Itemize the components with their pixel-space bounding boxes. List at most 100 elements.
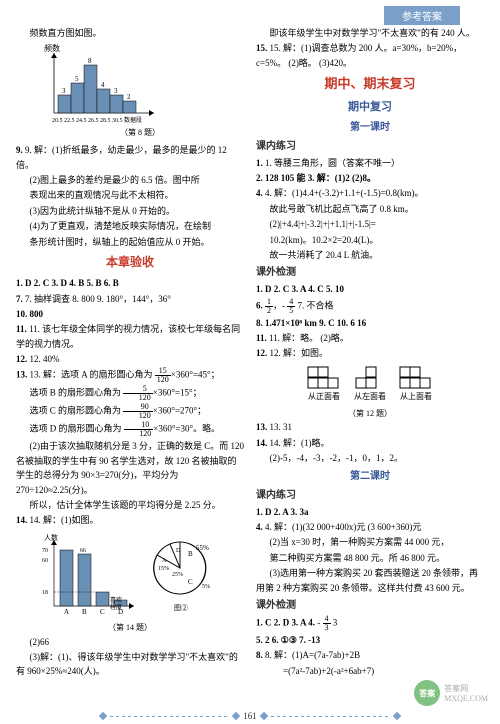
c3-1: 1. D 2. A 3. 3a (256, 505, 484, 519)
a13a: ×360°=45°； (171, 370, 220, 380)
c2-r4: 11. 11. 解：略。 (2)略。 (256, 331, 484, 345)
watermark-site-bot: MXQE.COM (444, 694, 488, 703)
chart-8: 频数 3 5 8 4 3 2 20.5 22.5 24.5 26.5 28.5 … (36, 43, 244, 140)
a15t: 15. 解：(1)调查总数为 200 人。a=30%，b=20%，c=5%。 (… (256, 43, 462, 67)
c214h: 14. 解：(1)略。 (270, 438, 330, 448)
c2-r1: 1. D 2. C 3. A 4. C 5. 10 (256, 282, 484, 296)
svg-text:5: 5 (75, 75, 79, 83)
svg-text:A: A (64, 608, 69, 616)
frac-5-120: 5120 (123, 385, 153, 402)
q12-top: 从上面看 (398, 365, 434, 404)
q14-figures: 人数 70 60 18 66 A B C D 喜欢 程度 图① (16, 532, 244, 618)
svg-text:3: 3 (62, 87, 66, 95)
frac-10-120: 10120 (124, 421, 154, 438)
svg-text:70: 70 (42, 548, 48, 554)
ans-1-6: 1. D 2. C 3. D 4. B 5. B 6. B (16, 276, 244, 290)
ans-13-a: 13. 13. 解：选项 A 的扇形圆心角为 15120×360°=45°； (16, 367, 244, 384)
a11-txt: 11. 该七年级全体同学的视力情况，该校七年级每名同学的视力情况。 (16, 324, 240, 348)
left-column: 频数直方图如图。 频数 3 5 8 4 3 2 20.5 22.5 (16, 26, 244, 680)
a13bp: 选项 B 的扇形圆心角为 (30, 388, 122, 398)
c1-4b: (2)|+4.4|+|-3.2|+|+1.1|+|-1.5|= (256, 217, 484, 231)
q12-left-svg (354, 365, 380, 391)
watermark-badge-icon: 答案 (414, 680, 440, 706)
c2-14h: 14. 14. 解：(1)略。 (256, 436, 484, 450)
lesson-1-title: 第一课时 (256, 120, 484, 136)
a12-txt: 12. 40% (30, 354, 60, 364)
c4-1: 1. C 2. D 3. A 4. - 43 3 (256, 615, 484, 632)
watermark: 答案 答案网 MXQE.COM (414, 680, 488, 706)
q9-head: 9. 9. 解：(1)折纸最多，幼走最少，最多的是最少的 12 倍。 (16, 143, 244, 172)
q12-front: 从正面看 (306, 365, 342, 404)
c1-4d: 故一共消耗了 20.4 L 航油。 (256, 248, 484, 262)
q9-l3: 表现出来的直观情况与此不太相符。 (16, 188, 244, 202)
chart-8-svg: 频数 3 5 8 4 3 2 20.5 22.5 24.5 26.5 28.5 … (36, 43, 156, 125)
q12-caption: （第 12 题） (256, 408, 484, 421)
c213t: 13. 31 (270, 422, 293, 432)
c1-2: 2. 128 105 能 3. 解：(1)2 (2)8。 (256, 171, 484, 185)
header-tag: 参考答案 (384, 6, 460, 25)
ans-14-3: (3)解：(1)、得该年级学生中对数学学习"不太喜欢"的有 960×25%≈24… (16, 650, 244, 679)
c2-r2: 6. 12，- 45 7. 不合格 (256, 298, 484, 315)
midterm-title: 期中、期末复习 (256, 74, 484, 95)
q14-caption: （第 14 题） (16, 622, 244, 635)
q14-pie-chart: B 55% A 15% C 25% D 5% 图② (146, 532, 222, 618)
ans-10: 10. 800 (16, 307, 244, 321)
ans-15: 15. 15. 解：(1)调查总数为 200 人。a=30%，b=20%，c=5… (256, 41, 484, 70)
out-class-2: 课外检测 (256, 598, 484, 614)
q12-left-label: 从左面看 (354, 391, 386, 404)
q9-l5: (4)为了更直观，清楚地反映实际情况，在绘制 (16, 219, 244, 233)
page-number: 161 (243, 711, 257, 721)
q9-text: 9. 解：(1)折纸最多，幼走最少，最多的是最少的 12 倍。 (16, 145, 227, 169)
diamond-icon (260, 712, 268, 720)
q9-l6: 条形统计图时，纵轴上的起始值应从 0 开始。 (16, 235, 244, 249)
c2r5t: 12. 解：如图。 (270, 348, 329, 358)
footer-line-right (271, 716, 390, 717)
q9-l2: (2)图上最多的差约是最少的 6.5 倍。图中所 (16, 173, 244, 187)
page-content: 频数直方图如图。 频数 3 5 8 4 3 2 20.5 22.5 (0, 0, 500, 700)
c1-4h: 4. 4. 解：(1)4.4+(-3.2)+1.1+(-1.5)=0.8(km)… (256, 186, 484, 200)
c3-4b: 第二种购买方案需 48 800 元。所 46 800 元。 (256, 551, 484, 565)
chart-8-caption: （第 8 题） (36, 127, 244, 140)
watermark-text: 答案网 MXQE.COM (444, 683, 488, 703)
ans-11: 11. 11. 该七年级全体同学的视力情况，该校七年级每名同学的视力情况。 (16, 322, 244, 351)
c4-8b: =(7a²-7ab)+2(-a²+6ab+7) (256, 664, 484, 678)
c11t: 1. 等腰三角形，圆（答案不唯一） (265, 158, 400, 168)
q12-top-label: 从上面看 (398, 391, 434, 404)
c1-4c: 10.2(km)。10.2×2=20.4(L)。 (256, 233, 484, 247)
svg-text:15%: 15% (158, 566, 169, 572)
c2-13: 13. 13. 31 (256, 420, 484, 434)
diamond-icon (232, 712, 240, 720)
frac-4-3: 43 (323, 615, 331, 632)
svg-text:20.5 22.5 24.5 26.5 28.5 30.5: 20.5 22.5 24.5 26.5 28.5 30.5 数据段 (52, 116, 142, 124)
c3-4a: (2)当 x=30 时，第一种购买方案需 44 000 元， (256, 535, 484, 549)
svg-text:4: 4 (101, 81, 105, 89)
ans-14-head: 14. 14. 解：(1)如图。 (16, 513, 244, 527)
c41t: 3 (333, 618, 338, 628)
q14-bar-chart: 人数 70 60 18 66 A B C D 喜欢 程度 图① (38, 532, 138, 618)
chapter-check-title: 本章验收 (16, 253, 244, 272)
c34h: 4. 解：(1)(32 000+400x)元 (3 600+360)元 (265, 522, 421, 532)
c3-4c: (3)选用第一种方案购买 20 套西装赠送 20 条领带，再用第 2 种方案购买… (256, 566, 484, 595)
q12-left: 从左面看 (354, 365, 386, 404)
c48h: 8. 解：(1)A=(7a-7ab)+2B (265, 650, 360, 660)
frac-1-2: 12 (265, 298, 273, 315)
in-class-2: 课内练习 (256, 488, 484, 504)
ans-13-3: 所以，估计全体学生该题的平均得分是 2.25 分。 (16, 498, 244, 512)
in-class-1: 课内练习 (256, 139, 484, 155)
svg-text:A: A (162, 558, 167, 564)
svg-text:5%: 5% (202, 584, 210, 590)
ans-13-2: (2)由于该次抽取随机分是 3 分，正确的数是 C。而 120 名被抽取的学生中… (16, 439, 244, 497)
diamond-icon (99, 712, 107, 720)
ans-7-9: 7. 7. 抽样调查 8. 800 9. 180°，144°，36° (16, 292, 244, 306)
c2-r3: 8. 1.471×10⁸ km 9. C 10. 6 16 (256, 316, 484, 330)
svg-text:频数: 频数 (44, 43, 60, 53)
out-class-1: 课外检测 (256, 265, 484, 281)
svg-text:66: 66 (80, 548, 86, 554)
svg-text:2: 2 (127, 93, 131, 101)
c4-8: 8. 8. 解：(1)A=(7a-7ab)+2B (256, 648, 484, 662)
ans-13-d: 选项 D 的扇形圆心角为 10120×360°=30°。略。 (16, 421, 244, 438)
watermark-site-top: 答案网 (444, 683, 488, 694)
a13d: ×360°=30°。略。 (153, 424, 220, 434)
a13h: 13. 解：选项 A 的扇形圆心角为 (30, 370, 153, 380)
svg-text:喜欢: 喜欢 (110, 596, 122, 604)
